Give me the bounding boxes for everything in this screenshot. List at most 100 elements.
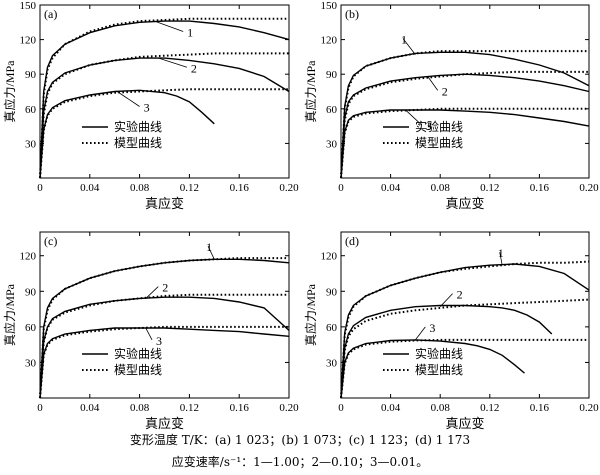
x-tick-label: 0.20	[579, 402, 599, 414]
chart-panel-a: 0 0.04 0.08 0.12 0.16 0.20 30 60 90 120 150 真应变 真应力/…	[2, 0, 299, 211]
experimental-curve-3	[340, 109, 590, 179]
legend-label-model: 模型曲线	[114, 363, 162, 377]
x-axis-label: 真应变	[145, 196, 184, 211]
y-axis-label: 真应力/MPa	[2, 60, 17, 123]
curve-label-3: 3	[429, 321, 435, 335]
model-curve-3	[39, 325, 289, 399]
y-tick-label: 90	[25, 286, 37, 298]
x-tick-label: 0.08	[130, 402, 150, 414]
x-tick-label: 0.04	[381, 182, 401, 194]
legend-label-experimental: 实验曲线	[415, 119, 463, 134]
y-tick-label: 60	[25, 104, 37, 116]
legend-label-experimental: 实验曲线	[114, 119, 162, 134]
y-tick-label: 90	[25, 69, 37, 81]
x-tick-label: 0.12	[480, 402, 499, 414]
legend-label-model: 模型曲线	[415, 363, 463, 377]
panel-label: (d)	[345, 234, 359, 248]
y-tick-label: 120	[321, 251, 338, 263]
y-tick-label: 30	[326, 138, 338, 150]
curve-label-leader	[427, 76, 439, 91]
experimental-curve-2	[39, 57, 290, 179]
y-tick-label: 120	[20, 35, 37, 47]
experimental-curve-1	[340, 51, 590, 179]
x-tick-label: 0.08	[431, 182, 451, 194]
y-tick-label: 30	[25, 138, 37, 150]
model-curve-2	[39, 293, 289, 399]
curve-label-leader	[145, 327, 153, 341]
chart-panel-c: 0 0.04 0.08 0.12 0.16 0.20 30 60 90 120 真应变 真应力/MPa…	[2, 231, 299, 430]
caption-temperature: 变形温度 T/K：(a) 1 023；(b) 1 073；(c) 1 123；(…	[129, 433, 471, 447]
y-tick-label: 120	[20, 251, 37, 263]
curve-label-leader	[207, 246, 215, 260]
y-tick-label: 60	[25, 322, 37, 334]
experimental-curve-1	[39, 20, 290, 179]
y-tick-label: 150	[321, 0, 338, 12]
curve-label-leader	[116, 91, 140, 107]
model-curve-1	[340, 50, 589, 179]
panel-label: (b)	[345, 7, 359, 21]
y-axis-label: 真应力/MPa	[303, 60, 318, 123]
curve-label-2: 2	[191, 61, 197, 75]
curve-label-1: 1	[498, 246, 504, 260]
y-tick-label: 150	[20, 0, 37, 12]
legend-label-model: 模型曲线	[114, 136, 162, 150]
experimental-curve-1	[340, 263, 590, 399]
curve-label-leader	[154, 20, 184, 32]
x-tick-label: 0.16	[230, 182, 250, 194]
curve-label-1: 1	[187, 26, 193, 40]
curve-label-2: 2	[442, 84, 448, 98]
x-tick-label: 0.12	[480, 182, 499, 194]
x-tick-label: 0.04	[80, 182, 100, 194]
x-tick-label: 0.16	[230, 402, 250, 414]
curve-label-leader	[405, 109, 422, 126]
curve-label-leader	[158, 57, 188, 68]
experimental-curve-3	[39, 327, 290, 399]
legend-label-experimental: 实验曲线	[114, 346, 162, 361]
plot-frame	[340, 4, 590, 179]
model-curve-3	[340, 338, 589, 399]
x-tick-label: 0.12	[180, 182, 199, 194]
x-tick-label: 0.20	[279, 402, 299, 414]
plot-frame	[39, 4, 290, 179]
model-curve-2	[39, 52, 289, 179]
curve-label-3: 3	[144, 100, 150, 114]
figure-canvas: 0 0.04 0.08 0.12 0.16 0.20306090120150真应变真应力/…	[2, 0, 599, 430]
y-tick-label: 120	[321, 35, 338, 47]
model-curve-2	[340, 298, 590, 399]
x-axis-label: 真应变	[145, 416, 184, 430]
legend-label-experimental: 实验曲线	[415, 346, 463, 361]
panel-label: (c)	[44, 234, 57, 248]
curve-label-3: 3	[426, 119, 432, 133]
x-tick-label: 0.20	[279, 182, 299, 194]
curve-label-leader	[415, 326, 426, 341]
y-axis-label: 真应力/MPa	[2, 283, 17, 346]
x-tick-label: 0	[37, 182, 43, 194]
y-tick-label: 60	[326, 322, 338, 334]
experimental-curve-2	[39, 296, 290, 399]
legend-label-model: 模型曲线	[415, 136, 463, 150]
experimental-curve-3	[39, 89, 215, 179]
y-tick-label: 90	[326, 69, 338, 81]
x-tick-label: 0.08	[431, 402, 451, 414]
plot-frame	[39, 231, 290, 399]
chart-panel-b: 0 0.04 0.08 0.12 0.16 0.20 30 60 90 120 150 真应变 真应力/…	[303, 0, 599, 211]
panel-label: (a)	[44, 7, 57, 21]
experimental-curve-2	[340, 304, 553, 399]
curve-label-leader	[439, 293, 453, 307]
x-tick-label: 0.20	[579, 182, 599, 194]
curve-label-1: 1	[206, 240, 212, 254]
y-tick-label: 90	[326, 286, 338, 298]
y-axis-label: 真应力/MPa	[303, 283, 318, 346]
x-tick-label: 0.16	[530, 402, 550, 414]
y-tick-label: 30	[326, 357, 338, 369]
curve-label-leader	[402, 38, 416, 55]
model-curve-3	[39, 88, 289, 179]
x-tick-label: 0.04	[381, 402, 401, 414]
x-tick-label: 0.04	[80, 402, 100, 414]
curve-label-leader	[145, 286, 159, 299]
experimental-curve-2	[340, 73, 590, 179]
x-tick-label: 0	[338, 182, 344, 194]
x-tick-label: 0.16	[530, 182, 550, 194]
curve-label-leader	[499, 252, 503, 266]
model-curve-1	[340, 260, 590, 399]
